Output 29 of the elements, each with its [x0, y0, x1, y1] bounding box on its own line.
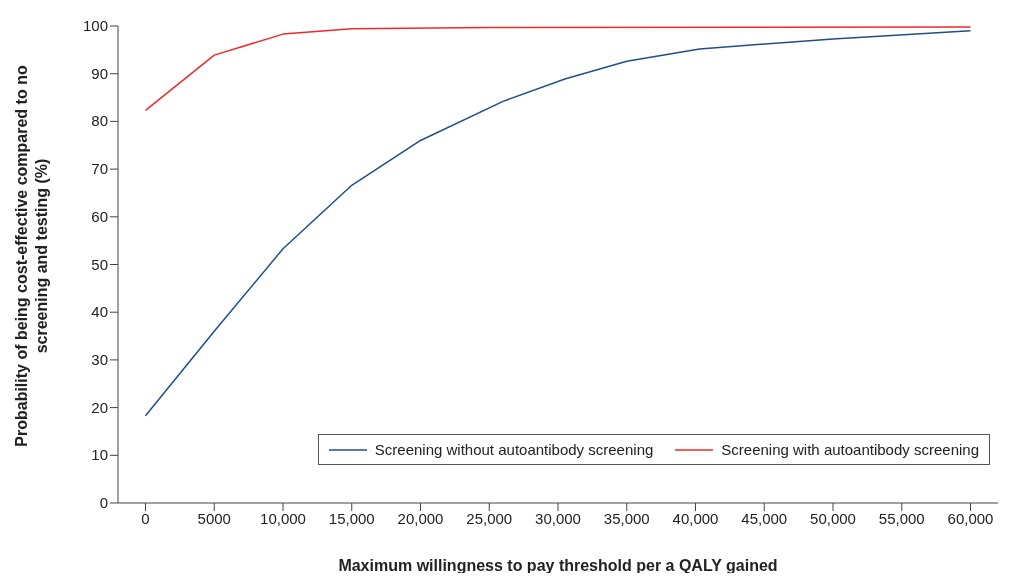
x-tick-label: 25,000	[466, 509, 513, 527]
x-tick-label: 35,000	[603, 509, 650, 527]
x-tick-label: 10,000	[260, 509, 306, 527]
y-tick-label: 0	[99, 494, 108, 511]
y-tick-label: 70	[91, 160, 108, 178]
y-tick-label: 50	[91, 255, 108, 273]
y-tick-label: 60	[91, 207, 108, 225]
y-tick-label: 90	[91, 64, 108, 82]
x-tick-label: 0	[141, 509, 150, 527]
x-tick-label: 40,000	[672, 509, 719, 527]
x-tick-label: 55,000	[878, 509, 925, 527]
legend-label: Screening without autoantibody screening	[373, 441, 654, 458]
x-tick-label: 5000	[197, 509, 231, 527]
y-tick-label: 40	[91, 303, 108, 321]
y-axis-title: Probability of being cost-effective compared to no screening and testing (%)	[12, 64, 51, 449]
x-tick-label: 30,000	[535, 509, 581, 527]
x-tick-label: 15,000	[328, 509, 375, 527]
y-tick-label: 20	[91, 398, 108, 416]
x-tick-label: 60,000	[947, 509, 994, 527]
line-series	[144, 30, 972, 417]
line-series	[144, 26, 972, 112]
x-tick-label: 50,000	[810, 509, 856, 527]
y-tick-label: 100	[82, 17, 108, 34]
legend-label: Screening with autoantibody screening	[720, 441, 979, 458]
y-tick-label: 30	[91, 350, 108, 368]
y-tick-label: 10	[91, 446, 108, 464]
x-tick-label: 20,000	[397, 509, 444, 527]
y-tick-label: 80	[91, 112, 108, 130]
x-tick-label: 45,000	[741, 509, 788, 527]
